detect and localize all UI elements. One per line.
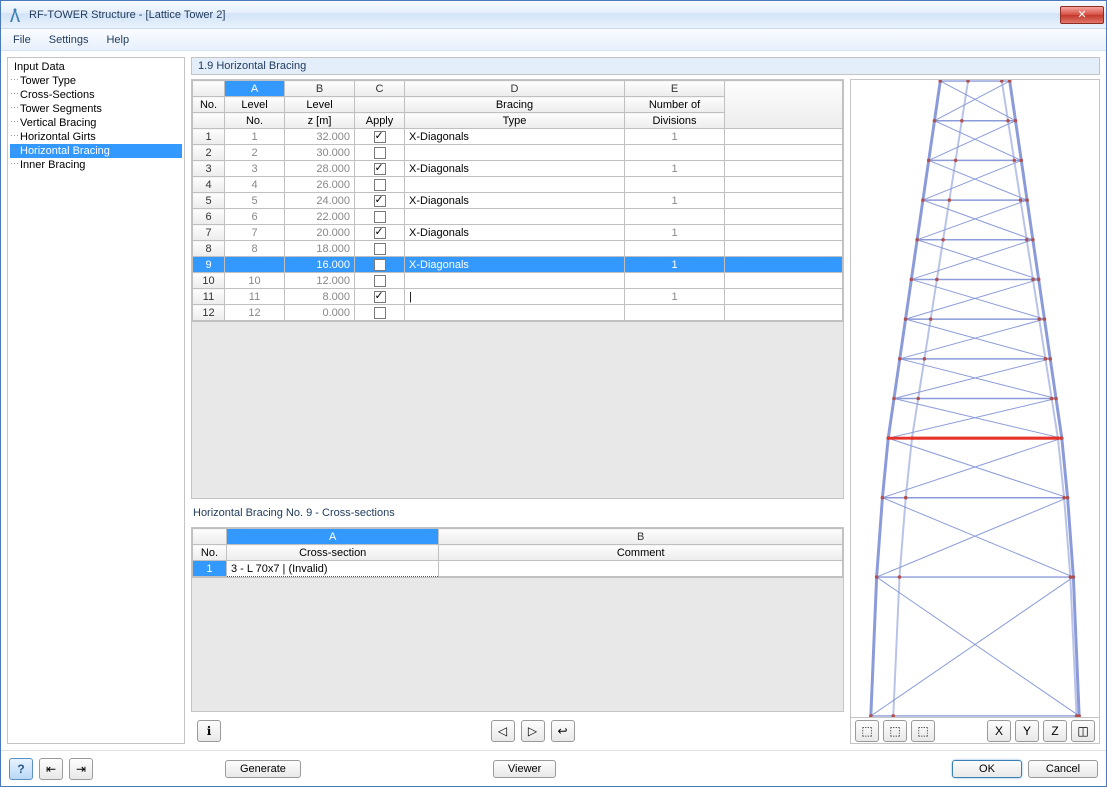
apply-checkbox[interactable]	[374, 243, 386, 255]
footer: ? ⇤ ⇥ Generate Viewer OK Cancel	[1, 750, 1106, 786]
grid-empty-area	[192, 321, 843, 498]
footer-btn-next[interactable]: ⇥	[69, 758, 93, 780]
apply-checkbox[interactable]	[374, 227, 386, 239]
table-row[interactable]: 3328.000X-Diagonals1	[193, 161, 843, 177]
titlebar: RF-TOWER Structure - [Lattice Tower 2] ✕	[1, 1, 1106, 29]
cancel-button[interactable]: Cancel	[1028, 760, 1098, 778]
close-button[interactable]: ✕	[1060, 6, 1104, 24]
apply-checkbox[interactable]	[374, 179, 386, 191]
table-row[interactable]: 1132.000X-Diagonals1	[193, 129, 843, 145]
tree-root[interactable]: Input Data	[10, 60, 182, 74]
tower-render	[851, 80, 1099, 717]
footer-btn-prev[interactable]: ⇤	[39, 758, 63, 780]
apply-checkbox[interactable]	[374, 211, 386, 223]
apply-checkbox[interactable]	[374, 147, 386, 159]
table-row[interactable]: 12120.000	[193, 305, 843, 321]
detail-grid-wrapper: ABNo.Cross-sectionComment13 - L 70x7 | (…	[191, 527, 844, 712]
main-grid[interactable]: ABCDENo.LevelLevelBracingNumber ofNo.z […	[192, 80, 843, 321]
viewer-toolbar: ⬚ ⬚ ⬚ X Y Z ◫	[851, 717, 1099, 743]
client-area: Input Data Tower TypeCross-SectionsTower…	[1, 51, 1106, 750]
main-grid-wrapper: ABCDENo.LevelLevelBracingNumber ofNo.z […	[191, 79, 844, 499]
window-title: RF-TOWER Structure - [Lattice Tower 2]	[29, 9, 1060, 21]
view-x-button[interactable]: X	[987, 720, 1011, 742]
table-row[interactable]: 7720.000X-Diagonals1	[193, 225, 843, 241]
detail-grid-empty-area	[192, 577, 843, 711]
menu-file[interactable]: File	[5, 32, 39, 48]
viewer-btn-3[interactable]: ⬚	[911, 720, 935, 742]
tree-node[interactable]: Vertical Bracing	[10, 116, 182, 130]
undo-button[interactable]: ↩	[551, 720, 575, 742]
table-row[interactable]: 6622.000	[193, 209, 843, 225]
tree-node[interactable]: Tower Type	[10, 74, 182, 88]
viewer-btn-2[interactable]: ⬚	[883, 720, 907, 742]
table-row[interactable]: 13 - L 70x7 | (Invalid)	[193, 561, 843, 577]
apply-checkbox[interactable]	[374, 275, 386, 287]
generate-button[interactable]: Generate	[225, 760, 301, 778]
table-row[interactable]: 4426.000	[193, 177, 843, 193]
ok-button[interactable]: OK	[952, 760, 1022, 778]
table-row[interactable]: 8818.000	[193, 241, 843, 257]
section-title: 1.9 Horizontal Bracing	[191, 57, 1100, 75]
apply-checkbox[interactable]	[374, 307, 386, 319]
main-window: RF-TOWER Structure - [Lattice Tower 2] ✕…	[0, 0, 1107, 787]
close-icon: ✕	[1077, 8, 1086, 21]
view-z-button[interactable]: Z	[1043, 720, 1067, 742]
help-button[interactable]: ?	[9, 758, 33, 780]
table-row[interactable]: 101012.000	[193, 273, 843, 289]
table-row[interactable]: 5524.000X-Diagonals1	[193, 193, 843, 209]
menu-help[interactable]: Help	[98, 32, 137, 48]
info-button[interactable]: ℹ	[197, 720, 221, 742]
menu-settings[interactable]: Settings	[41, 32, 97, 48]
apply-checkbox[interactable]	[374, 291, 386, 303]
viewer-btn-1[interactable]: ⬚	[855, 720, 879, 742]
tree-node[interactable]: Horizontal Girts	[10, 130, 182, 144]
sidebar-tree[interactable]: Input Data Tower TypeCross-SectionsTower…	[7, 57, 185, 744]
table-row[interactable]: 2230.000	[193, 145, 843, 161]
prev-button[interactable]: ◁	[491, 720, 515, 742]
view-iso-button[interactable]: ◫	[1071, 720, 1095, 742]
table-row[interactable]: 11118.000|1	[193, 289, 843, 305]
menubar: File Settings Help	[1, 29, 1106, 51]
tree-node[interactable]: Inner Bracing	[10, 158, 182, 172]
viewer-button[interactable]: Viewer	[493, 760, 556, 778]
subsection-title: Horizontal Bracing No. 9 - Cross-section…	[191, 505, 844, 521]
main-panel: 1.9 Horizontal Bracing ABCDENo.LevelLeve…	[191, 57, 1100, 744]
content-row: ABCDENo.LevelLevelBracingNumber ofNo.z […	[191, 79, 1100, 744]
next-button[interactable]: ▷	[521, 720, 545, 742]
tree-node[interactable]: Tower Segments	[10, 102, 182, 116]
apply-checkbox[interactable]	[374, 195, 386, 207]
tree-node[interactable]: Horizontal Bracing	[10, 144, 182, 158]
detail-grid[interactable]: ABNo.Cross-sectionComment13 - L 70x7 | (…	[192, 528, 843, 577]
app-icon	[7, 7, 23, 23]
apply-checkbox[interactable]	[374, 259, 386, 271]
left-column: ABCDENo.LevelLevelBracingNumber ofNo.z […	[191, 79, 844, 744]
nav-toolbar: ℹ ◁ ▷ ↩	[191, 718, 844, 744]
apply-checkbox[interactable]	[374, 163, 386, 175]
tower-viewer[interactable]: ⬚ ⬚ ⬚ X Y Z ◫	[850, 79, 1100, 744]
tree-node[interactable]: Cross-Sections	[10, 88, 182, 102]
table-row[interactable]: 916.000X-Diagonals1	[193, 257, 843, 273]
view-y-button[interactable]: Y	[1015, 720, 1039, 742]
apply-checkbox[interactable]	[374, 131, 386, 143]
